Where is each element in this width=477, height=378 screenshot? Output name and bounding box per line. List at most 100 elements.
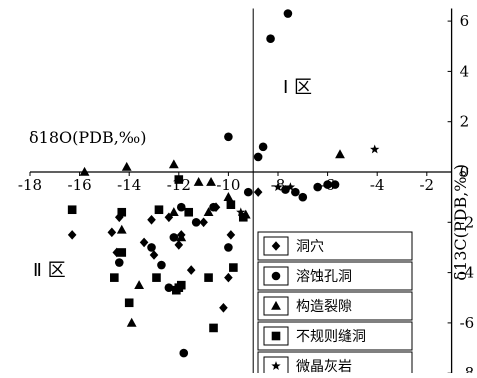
legend-marker-triangle bbox=[271, 300, 281, 310]
data-point-star bbox=[370, 144, 380, 154]
x-axis-title: δ18O(PDB,‰) bbox=[29, 128, 147, 147]
data-point-circle bbox=[147, 243, 156, 252]
data-point-square bbox=[174, 175, 184, 184]
data-point-triangle bbox=[335, 149, 345, 159]
data-point-square bbox=[204, 273, 213, 282]
data-point-triangle bbox=[176, 232, 187, 242]
data-point-triangle bbox=[168, 159, 179, 169]
data-point-circle bbox=[243, 187, 253, 197]
data-point-diamond bbox=[114, 212, 124, 223]
data-point-triangle bbox=[126, 317, 137, 327]
data-point-circle bbox=[164, 283, 174, 292]
data-point-square bbox=[152, 273, 161, 282]
y-tick-label: 6 bbox=[460, 12, 470, 30]
data-point-diamond bbox=[224, 272, 233, 283]
data-point-square bbox=[154, 205, 164, 215]
data-point-circle bbox=[179, 348, 189, 358]
y-tick-label: 0 bbox=[460, 163, 470, 181]
data-point-square bbox=[238, 212, 248, 222]
x-tick-label: -18 bbox=[18, 176, 42, 194]
x-tick-label: -4 bbox=[370, 176, 385, 194]
data-point-circle bbox=[169, 233, 179, 242]
data-point-circle bbox=[224, 132, 233, 142]
data-point-circle bbox=[157, 260, 166, 270]
data-point-diamond bbox=[226, 230, 236, 240]
data-point-diamond bbox=[253, 187, 263, 197]
data-point-diamond bbox=[112, 247, 122, 258]
data-point-square bbox=[117, 248, 127, 257]
data-point-diamond bbox=[186, 265, 196, 275]
data-point-diamond bbox=[67, 230, 77, 240]
legend-marker-star bbox=[271, 361, 281, 370]
data-point-triangle bbox=[223, 192, 234, 201]
x-tick-label: -16 bbox=[68, 176, 92, 194]
data-point-diamond bbox=[219, 303, 228, 313]
data-point-diamond bbox=[199, 217, 208, 228]
data-point-square bbox=[67, 205, 77, 215]
data-point-triangle bbox=[168, 207, 179, 217]
axes-group: -18-16-14-12-10-8-6-4-26420-2-4-6-8δ18O(… bbox=[18, 8, 475, 378]
data-point-square bbox=[226, 200, 236, 209]
y-axis-title: δ13C(PDB,‰) bbox=[451, 164, 470, 281]
data-point-circle bbox=[253, 152, 263, 162]
y-tick-label: 4 bbox=[460, 62, 470, 80]
data-point-star bbox=[273, 182, 283, 192]
legend-label: 溶蚀孔洞 bbox=[296, 269, 352, 285]
data-point-square bbox=[172, 285, 181, 295]
data-point-square bbox=[209, 323, 218, 333]
data-point-diamond bbox=[139, 237, 149, 248]
data-point-circle bbox=[313, 182, 322, 192]
data-point-triangle bbox=[206, 176, 216, 186]
data-point-circle bbox=[283, 9, 293, 18]
data-point-triangle bbox=[116, 224, 127, 234]
data-point-star bbox=[285, 182, 296, 192]
y-tick-label: -2 bbox=[460, 213, 475, 231]
legend-marker-diamond bbox=[271, 241, 281, 251]
data-point-circle bbox=[191, 218, 201, 227]
data-point-diamond bbox=[174, 240, 184, 250]
data-point-diamond bbox=[149, 250, 159, 260]
data-point-square bbox=[117, 207, 127, 217]
data-point-diamond bbox=[147, 214, 156, 225]
legend-marker-circle bbox=[271, 271, 281, 281]
legend-marker-square bbox=[271, 331, 281, 341]
data-point-diamond bbox=[107, 227, 117, 238]
data-point-circle bbox=[323, 180, 332, 189]
y-tick-label: -8 bbox=[460, 364, 475, 373]
data-point-circle bbox=[298, 192, 308, 202]
data-point-circle bbox=[224, 243, 233, 252]
legend-label: 不规则缝洞 bbox=[296, 329, 366, 345]
data-point-circle bbox=[291, 187, 300, 197]
data-point-circle bbox=[281, 185, 290, 194]
data-point-square bbox=[184, 207, 194, 217]
x-tick-label: -2 bbox=[419, 176, 434, 194]
data-point-square bbox=[176, 280, 186, 290]
legend-label: 微晶灰岩 bbox=[296, 359, 352, 373]
data-point-circle bbox=[258, 142, 268, 152]
y-tick-label: -6 bbox=[460, 314, 475, 332]
x-tick-label: -14 bbox=[117, 176, 141, 194]
data-point-circle bbox=[114, 258, 124, 267]
data-point-square bbox=[229, 263, 238, 272]
legend-label: 洞穴 bbox=[296, 239, 324, 255]
x-tick-label: -12 bbox=[167, 176, 191, 194]
data-point-circle bbox=[266, 34, 275, 44]
y-tick-label: 2 bbox=[460, 113, 470, 131]
data-point-square bbox=[110, 273, 119, 282]
data-point-circle bbox=[209, 202, 218, 212]
region-2-label: Ⅱ 区 bbox=[33, 260, 66, 281]
legend-label: 构造裂隙 bbox=[296, 299, 352, 315]
data-point-square bbox=[124, 298, 134, 308]
x-tick-label: -10 bbox=[216, 176, 240, 194]
data-point-triangle bbox=[193, 176, 204, 186]
data-point-circle bbox=[330, 180, 340, 189]
points-group bbox=[67, 9, 380, 358]
data-point-star bbox=[236, 207, 246, 217]
data-point-triangle bbox=[121, 161, 132, 171]
region-1-label: Ⅰ 区 bbox=[283, 77, 312, 98]
data-point-triangle bbox=[134, 280, 145, 289]
y-tick-label: -4 bbox=[460, 264, 475, 282]
